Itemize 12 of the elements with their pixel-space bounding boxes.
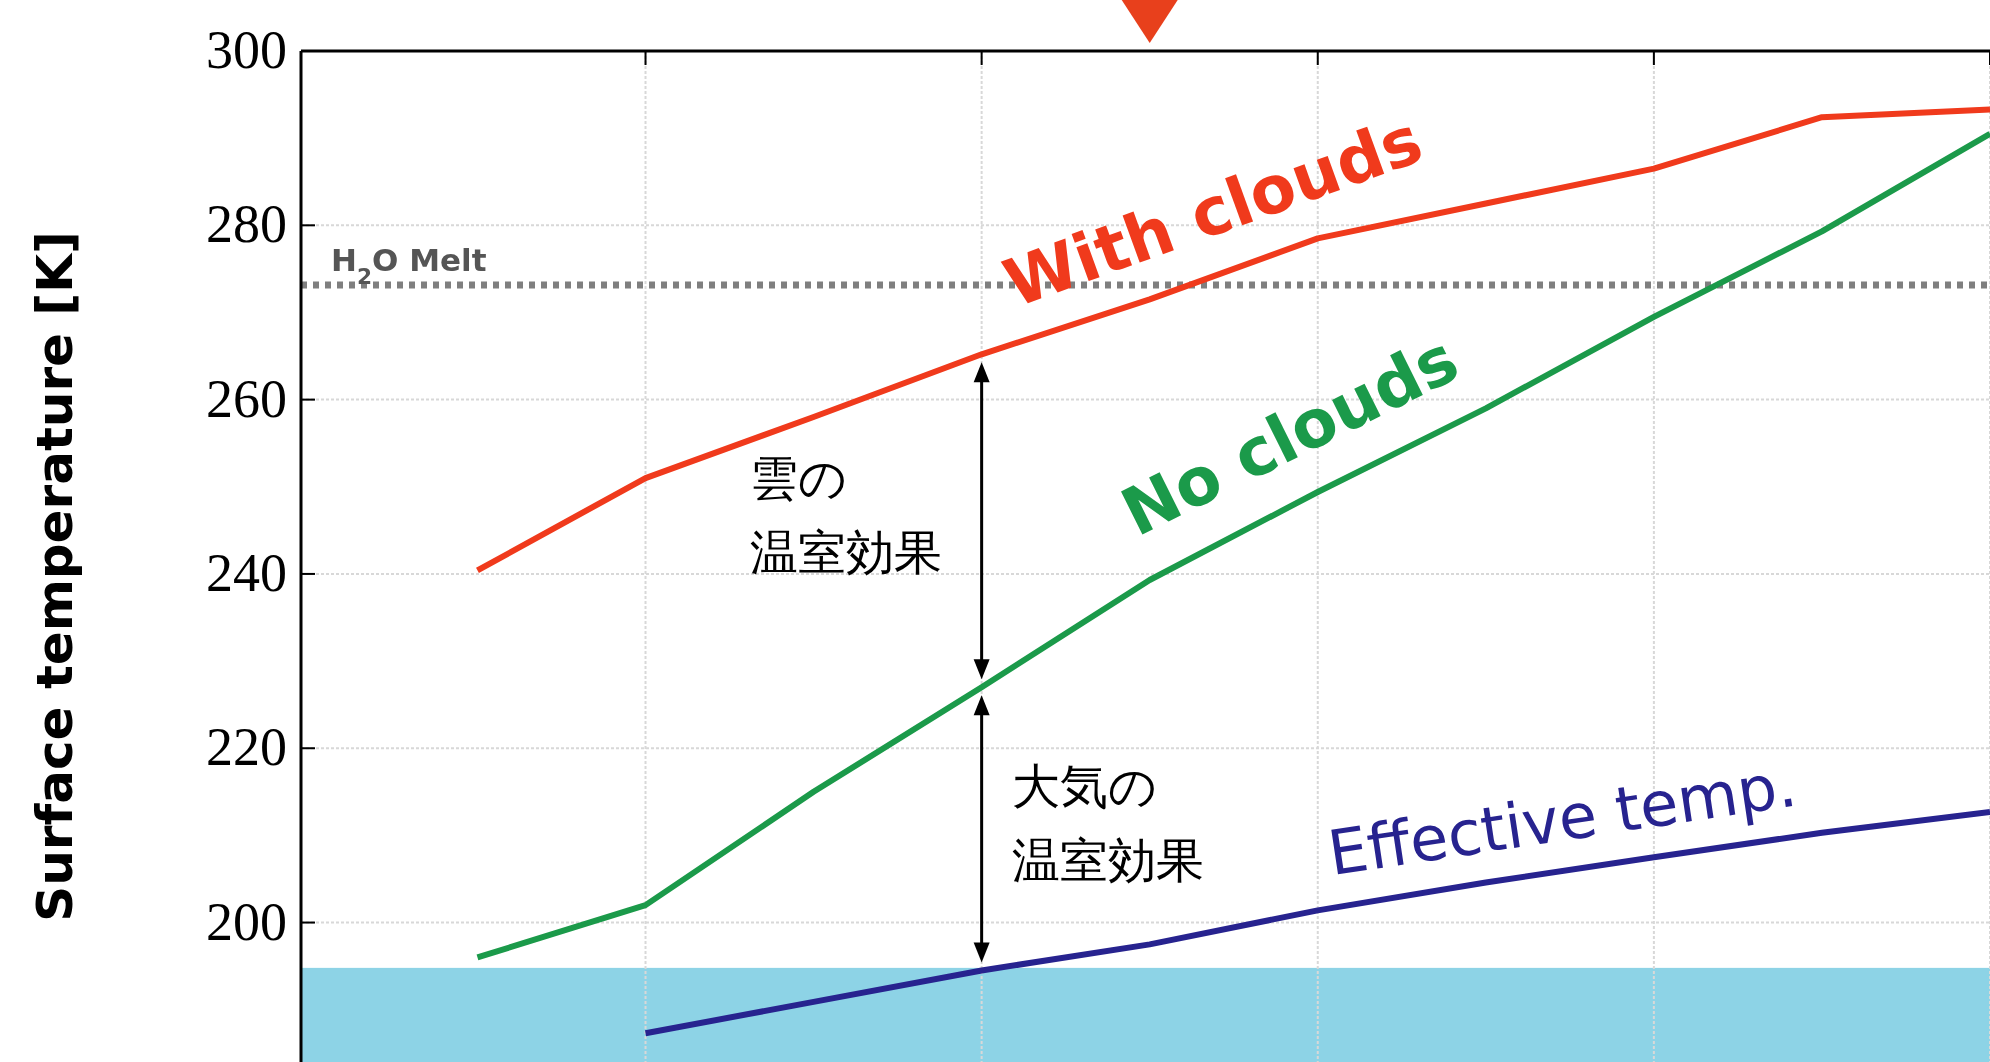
y-tick-label: 240 [206,542,287,603]
annotation: 大気の温室効果 [1011,756,1204,891]
annotation: 雲の温室効果 [749,448,942,583]
y-tick-label: 260 [206,368,287,429]
y-tick-label: 200 [206,891,287,952]
text: With clouds [994,101,1432,323]
y-tick-label: 300 [206,20,287,80]
ref-line-label: H$_{2}$O Melt [331,242,487,289]
y-tick-label: 220 [206,717,287,778]
text: Effective temp. [1323,747,1802,891]
y-tick-label: 280 [206,194,287,255]
y-axis-title: Surface temperature [K] [26,231,84,922]
